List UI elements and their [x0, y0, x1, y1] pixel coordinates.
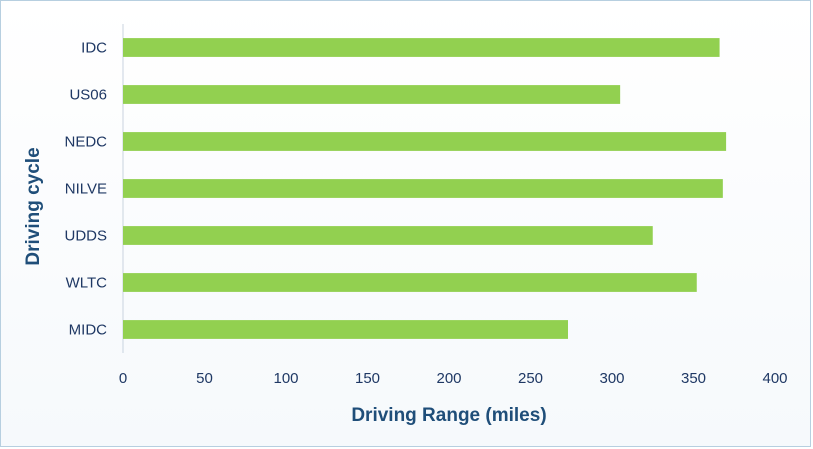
bars-group	[123, 38, 727, 339]
x-tick-label: 350	[681, 370, 706, 387]
x-tick-label: 50	[196, 370, 213, 387]
x-axis-title: Driving Range (miles)	[351, 405, 546, 426]
y-tick-label: NILVE	[65, 181, 107, 198]
y-tick-label: WLTC	[66, 275, 108, 292]
x-tick-label: 150	[355, 370, 380, 387]
bar-us06	[123, 85, 621, 104]
y-tick-label: UDDS	[64, 228, 107, 245]
bar-nilve	[123, 179, 723, 198]
bar-midc	[123, 320, 568, 339]
y-tick-label: MIDC	[69, 322, 107, 339]
y-tick-labels: IDC US06 NEDC NILVE UDDS WLTC MIDC	[64, 40, 107, 339]
x-tick-label: 100	[273, 370, 298, 387]
x-tick-labels: 0 50 100 150 200 250 300 350 400	[119, 370, 788, 387]
bar-idc	[123, 38, 720, 57]
y-axis-title: Driving cycle	[23, 147, 44, 265]
y-tick-label: US06	[69, 87, 107, 104]
x-tick-label: 0	[119, 370, 127, 387]
y-tick-label: NEDC	[64, 134, 107, 151]
x-tick-label: 300	[599, 370, 624, 387]
bar-nedc	[123, 132, 727, 151]
x-tick-label: 200	[436, 370, 461, 387]
x-tick-label: 400	[762, 370, 787, 387]
bar-wltc	[123, 273, 697, 292]
y-tick-label: IDC	[81, 40, 107, 57]
x-tick-label: 250	[518, 370, 543, 387]
bar-udds	[123, 226, 653, 245]
